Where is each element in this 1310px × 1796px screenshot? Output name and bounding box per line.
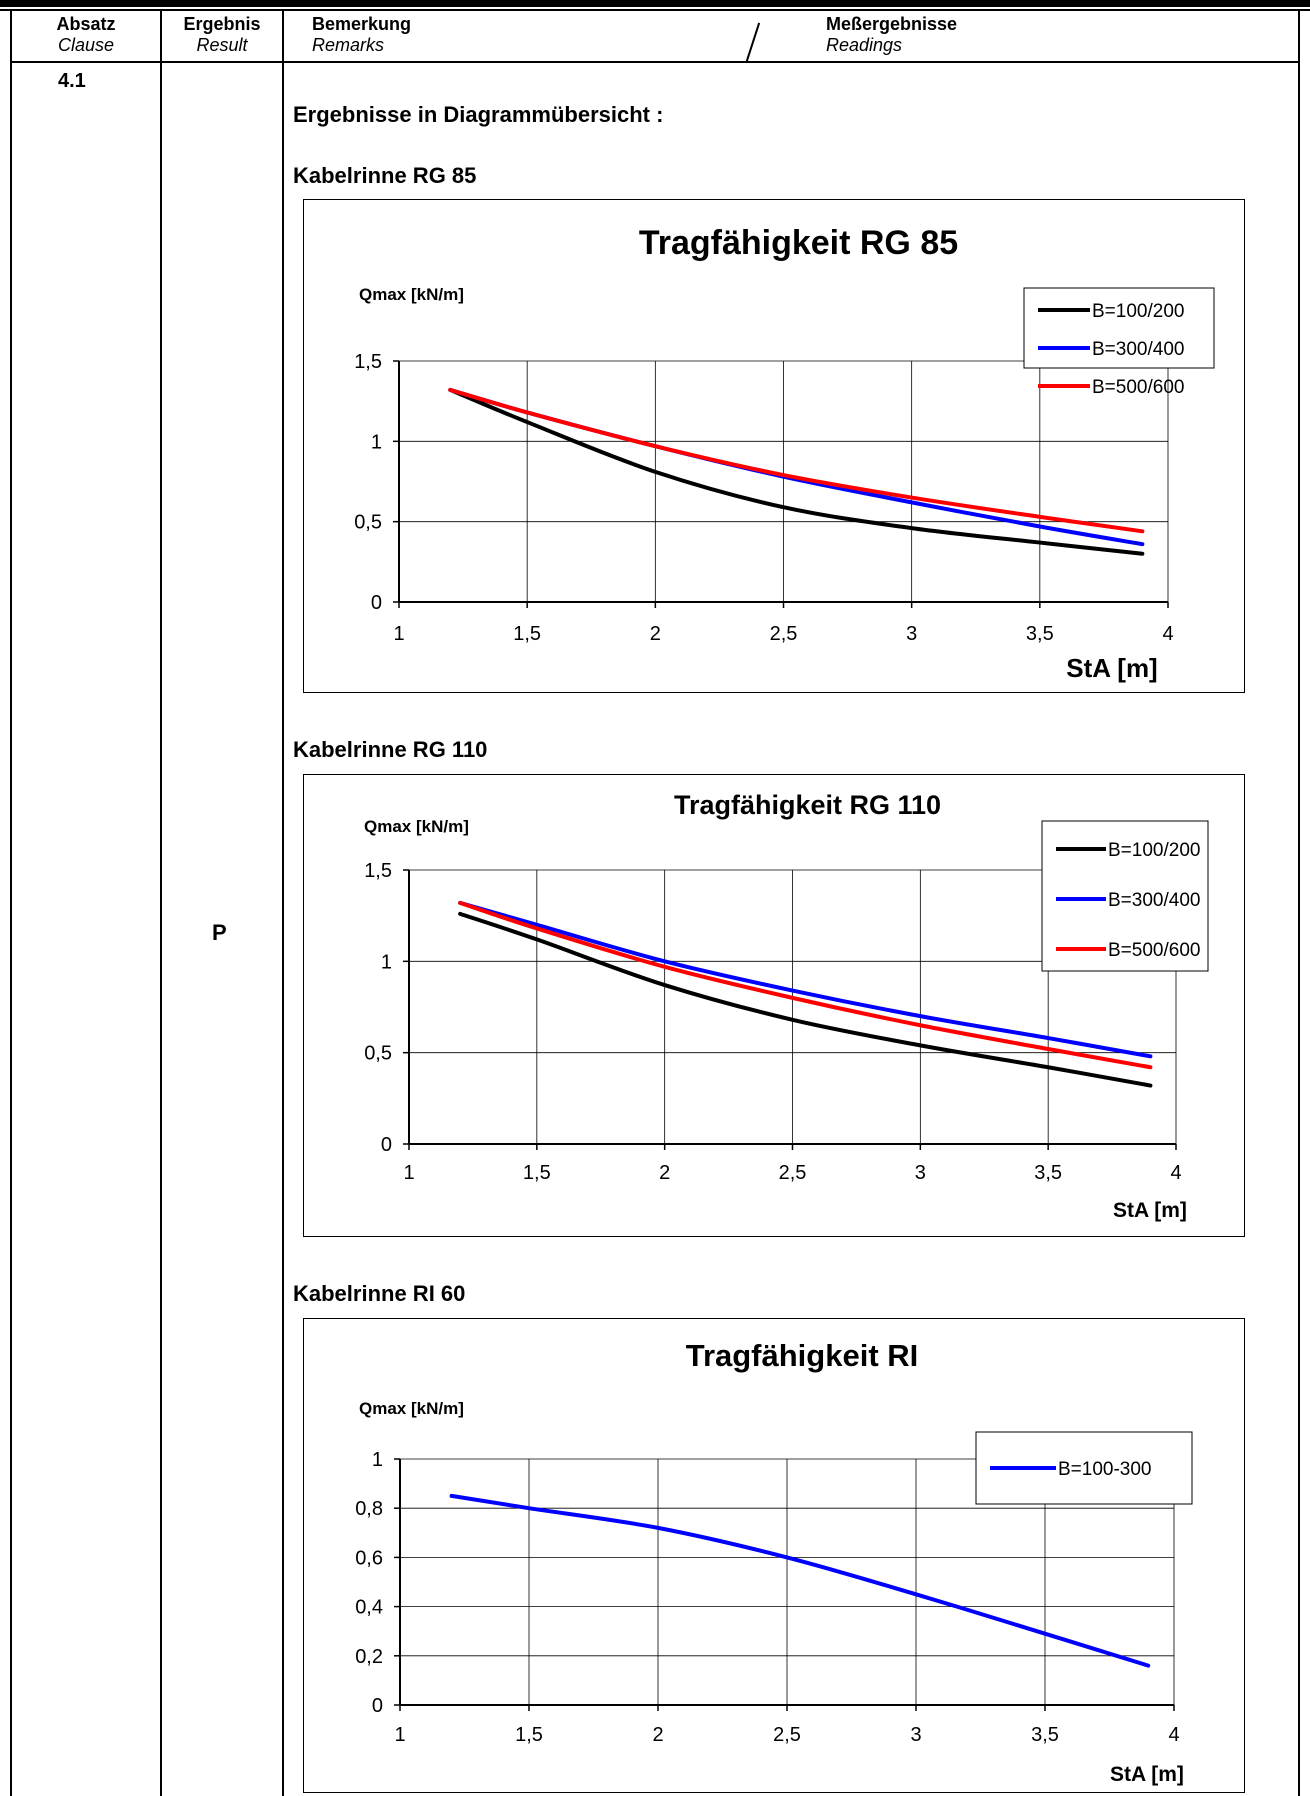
chart1-title: Tragfähigkeit RG 110 (674, 790, 941, 820)
chart2-series-line-0 (449, 1493, 1151, 1668)
chart0-x-tick-label: 3,5 (1026, 623, 1054, 645)
chart2-x-tick-label: 1,5 (515, 1724, 543, 1746)
chart-ri60-svg: Tragfähigkeit RI Qmax [kN/m] 1 1,5 2 2,5 3 3,5 4… (355, 1338, 1193, 1786)
chart0-series-line-0 (448, 387, 1145, 556)
chart0-legend-label-0: B=100/200 (1092, 301, 1184, 322)
chart0-x-tick-label: 1,5 (513, 623, 541, 645)
section-heading-ri60: Kabelrinne RI 60 (293, 1281, 466, 1306)
chart0-x-tick-label: 4 (1162, 623, 1173, 645)
chart0-x-tick-label: 3 (906, 623, 917, 645)
chart2-legend-label-0: B=100-300 (1058, 1459, 1152, 1480)
chart0-y-tick-label: 1,5 (354, 351, 382, 373)
chart2-x-tick-label: 2,5 (773, 1724, 801, 1746)
chart2-x-tick-label: 4 (1168, 1724, 1179, 1746)
top-border (0, 0, 1310, 7)
chart2-y-tick-label: 0,8 (355, 1498, 383, 1520)
header-readings: Meßergebnisse Readings (826, 14, 1126, 56)
chart2-y-tick-label: 1 (372, 1449, 383, 1471)
chart0-x-tick-label: 2 (650, 623, 661, 645)
chart1-legend-label-2: B=500/600 (1108, 940, 1200, 961)
chart1-legend-label-0: B=100/200 (1108, 840, 1200, 861)
chart0-x-tick-label: 2,5 (770, 623, 798, 645)
header-readings-de: Meßergebnisse (826, 14, 958, 34)
chart1-y-tick-label: 0 (381, 1134, 392, 1156)
chart1-series-line-1 (458, 900, 1153, 1059)
chart0-title: Tragfähigkeit RG 85 (639, 224, 958, 262)
header-result: Ergebnis Result (162, 14, 282, 56)
chart-rg85: Tragfähigkeit RG 85 Qmax [kN/m] 1 1,5 2 2,5 3 3… (303, 199, 1245, 693)
chart0-legend-label-2: B=500/600 (1092, 377, 1184, 398)
chart1-x-tick-label: 1 (403, 1162, 414, 1184)
section-heading-rg85: Kabelrinne RG 85 (293, 163, 477, 188)
result-value: P (212, 920, 227, 945)
chart0-y-tick-label: 0 (371, 592, 382, 614)
chart1-y-tick-label: 1,5 (364, 860, 392, 882)
header-remarks-de: Bemerkung (312, 14, 412, 34)
chart0-series-line-2 (448, 387, 1145, 534)
chart0-y-tick-label: 1 (371, 431, 382, 453)
chart2-x-axis-label: StA [m] (1110, 1763, 1184, 1786)
section-heading-rg110: Kabelrinne RG 110 (293, 737, 488, 762)
header-clause-de: Absatz (56, 14, 116, 34)
chart0-y-tick-label: 0,5 (354, 512, 382, 534)
column-divider-2 (282, 11, 284, 1796)
chart-ri60: Tragfähigkeit RI Qmax [kN/m] 1 1,5 2 2,5 3 3,5 4… (303, 1318, 1245, 1793)
header-clause-en: Clause (57, 35, 115, 55)
chart1-x-tick-label: 2 (659, 1162, 670, 1184)
table-right-border (1298, 11, 1300, 1796)
chart1-x-tick-label: 3 (915, 1162, 926, 1184)
header-remarks-en: Remarks (312, 35, 385, 55)
header-slash (745, 22, 761, 62)
top-border-thin (0, 9, 1310, 11)
chart1-x-tick-label: 4 (1170, 1162, 1181, 1184)
chart0-legend-box (1023, 287, 1215, 369)
overview-title: Ergebnisse in Diagrammübersicht : (293, 102, 664, 127)
chart-rg110-svg: Tragfähigkeit RG 110 Qmax [kN/m] 1 1,5 2 2,5 3… (364, 790, 1209, 1222)
chart0-legend-label-1: B=300/400 (1092, 339, 1184, 360)
header-readings-en: Readings (826, 35, 903, 55)
chart0-x-tick-label: 1 (393, 623, 404, 645)
chart1-y-axis-label: Qmax [kN/m] (364, 817, 469, 836)
header-result-de: Ergebnis (183, 14, 261, 34)
column-divider-1 (160, 11, 162, 1796)
chart2-x-tick-label: 3 (910, 1724, 921, 1746)
chart1-x-tick-label: 1,5 (523, 1162, 551, 1184)
chart1-x-tick-label: 3,5 (1034, 1162, 1062, 1184)
chart0-x-axis-label: StA [m] (1066, 653, 1157, 683)
chart1-y-tick-label: 1 (381, 951, 392, 973)
chart-rg110: Tragfähigkeit RG 110 Qmax [kN/m] 1 1,5 2 2,5 3… (303, 774, 1245, 1237)
chart2-y-axis-label: Qmax [kN/m] (359, 1399, 464, 1418)
chart2-y-tick-label: 0 (372, 1695, 383, 1717)
chart2-x-tick-label: 1 (394, 1724, 405, 1746)
table-left-border (10, 11, 12, 1796)
chart1-legend-label-1: B=300/400 (1108, 890, 1200, 911)
chart1-series-line-0 (458, 911, 1153, 1088)
chart2-y-tick-label: 0,6 (355, 1547, 383, 1569)
header-divider (10, 61, 1300, 63)
header-remarks: Bemerkung Remarks (312, 14, 612, 56)
chart1-x-axis-label: StA [m] (1113, 1199, 1187, 1222)
chart2-x-tick-label: 3,5 (1031, 1724, 1059, 1746)
header-result-en: Result (196, 35, 248, 55)
chart0-series-line-1 (448, 387, 1145, 547)
chart1-x-tick-label: 2,5 (779, 1162, 807, 1184)
chart2-y-tick-label: 0,2 (355, 1646, 383, 1668)
chart1-y-tick-label: 0,5 (364, 1043, 392, 1065)
chart1-legend-box (1041, 820, 1209, 972)
chart2-y-tick-label: 0,4 (355, 1597, 383, 1619)
chart2-x-tick-label: 2 (652, 1724, 663, 1746)
header-clause: Absatz Clause (12, 14, 160, 56)
chart-rg85-svg: Tragfähigkeit RG 85 Qmax [kN/m] 1 1,5 2 2,5 3 3… (354, 224, 1215, 683)
chart2-title: Tragfähigkeit RI (686, 1338, 919, 1373)
chart1-series-line-2 (458, 900, 1153, 1070)
chart0-y-axis-label: Qmax [kN/m] (359, 285, 464, 304)
clause-number: 4.1 (58, 70, 86, 92)
